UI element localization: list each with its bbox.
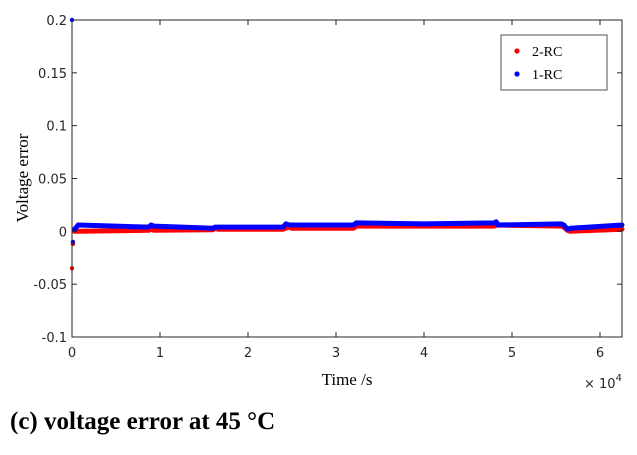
x-tick-label: 0 (68, 346, 76, 361)
data-point-1-rc (568, 226, 574, 231)
y-axis: -0.1 -0.05 0 0.05 0.1 0.15 0.2 (33, 14, 622, 346)
y-tick-label: 0.05 (38, 173, 67, 188)
data-point-2-rc (76, 229, 81, 234)
legend-marker-2rc (514, 48, 520, 54)
data-point-1-rc (283, 221, 288, 227)
y-tick-label: -0.05 (33, 278, 67, 293)
data-point-1-rc (215, 224, 221, 230)
x-tick-label: 6 (596, 346, 604, 361)
y-tick-label: -0.1 (42, 331, 67, 346)
x-tick-label: 2 (244, 346, 252, 361)
legend-box (500, 34, 608, 91)
legend-label-1rc: 1-RC (532, 68, 562, 83)
y-tick-label: 0 (59, 225, 67, 240)
x-axis-label: Time /s (322, 370, 373, 389)
x-tick-label: 5 (508, 346, 516, 361)
x-tick-label: 3 (332, 346, 340, 361)
chart-figure: 0 1 2 3 4 5 6 -0.1 -0.05 0 0.05 0.1 0.15 0.2 Time /s… (13, 14, 625, 392)
x-tick-label: 1 (156, 346, 164, 361)
data-point-1-rc (561, 222, 567, 228)
caption-text: voltage error at 45 °C (37, 408, 276, 435)
y-tick-label: 0.2 (46, 14, 67, 29)
y-axis-label: Voltage error (13, 133, 32, 222)
caption-label: (c) (10, 408, 38, 435)
data-point-1-rc (565, 227, 570, 232)
chart-svg: 0 1 2 3 4 5 6 -0.1 -0.05 0 0.05 0.1 0.15 0.2 Time /s… (13, 14, 625, 392)
legend-label-2rc: 2-RC (532, 45, 562, 60)
data-point-1-rc (287, 222, 292, 228)
x-axis: 0 1 2 3 4 5 6 (68, 20, 604, 361)
data-point-1-rc (281, 224, 286, 230)
y-tick-label: 0.15 (38, 67, 67, 82)
legend: 2-RC 1-RC (500, 34, 608, 91)
figure-caption: (c) voltage error at 45 °C (10, 408, 275, 436)
legend-marker-1rc (514, 71, 520, 77)
data-point-2-rc (151, 228, 156, 233)
series-layer (69, 17, 625, 271)
data-point-1-rc (76, 222, 81, 228)
y-tick-label: 0.1 (46, 120, 67, 135)
data-point-1-rc (421, 221, 427, 227)
x-axis-exponent-base: × 10 (584, 377, 616, 392)
data-point-1-rc (70, 239, 76, 245)
data-point-1-rc (354, 220, 359, 226)
x-axis-exponent-power: 4 (616, 373, 622, 384)
data-point-1-rc (495, 222, 501, 228)
data-point-1-rc (151, 223, 156, 229)
data-point-1-rc (72, 227, 77, 232)
x-axis-exponent: × 104 (584, 373, 622, 392)
x-tick-label: 4 (420, 346, 428, 361)
